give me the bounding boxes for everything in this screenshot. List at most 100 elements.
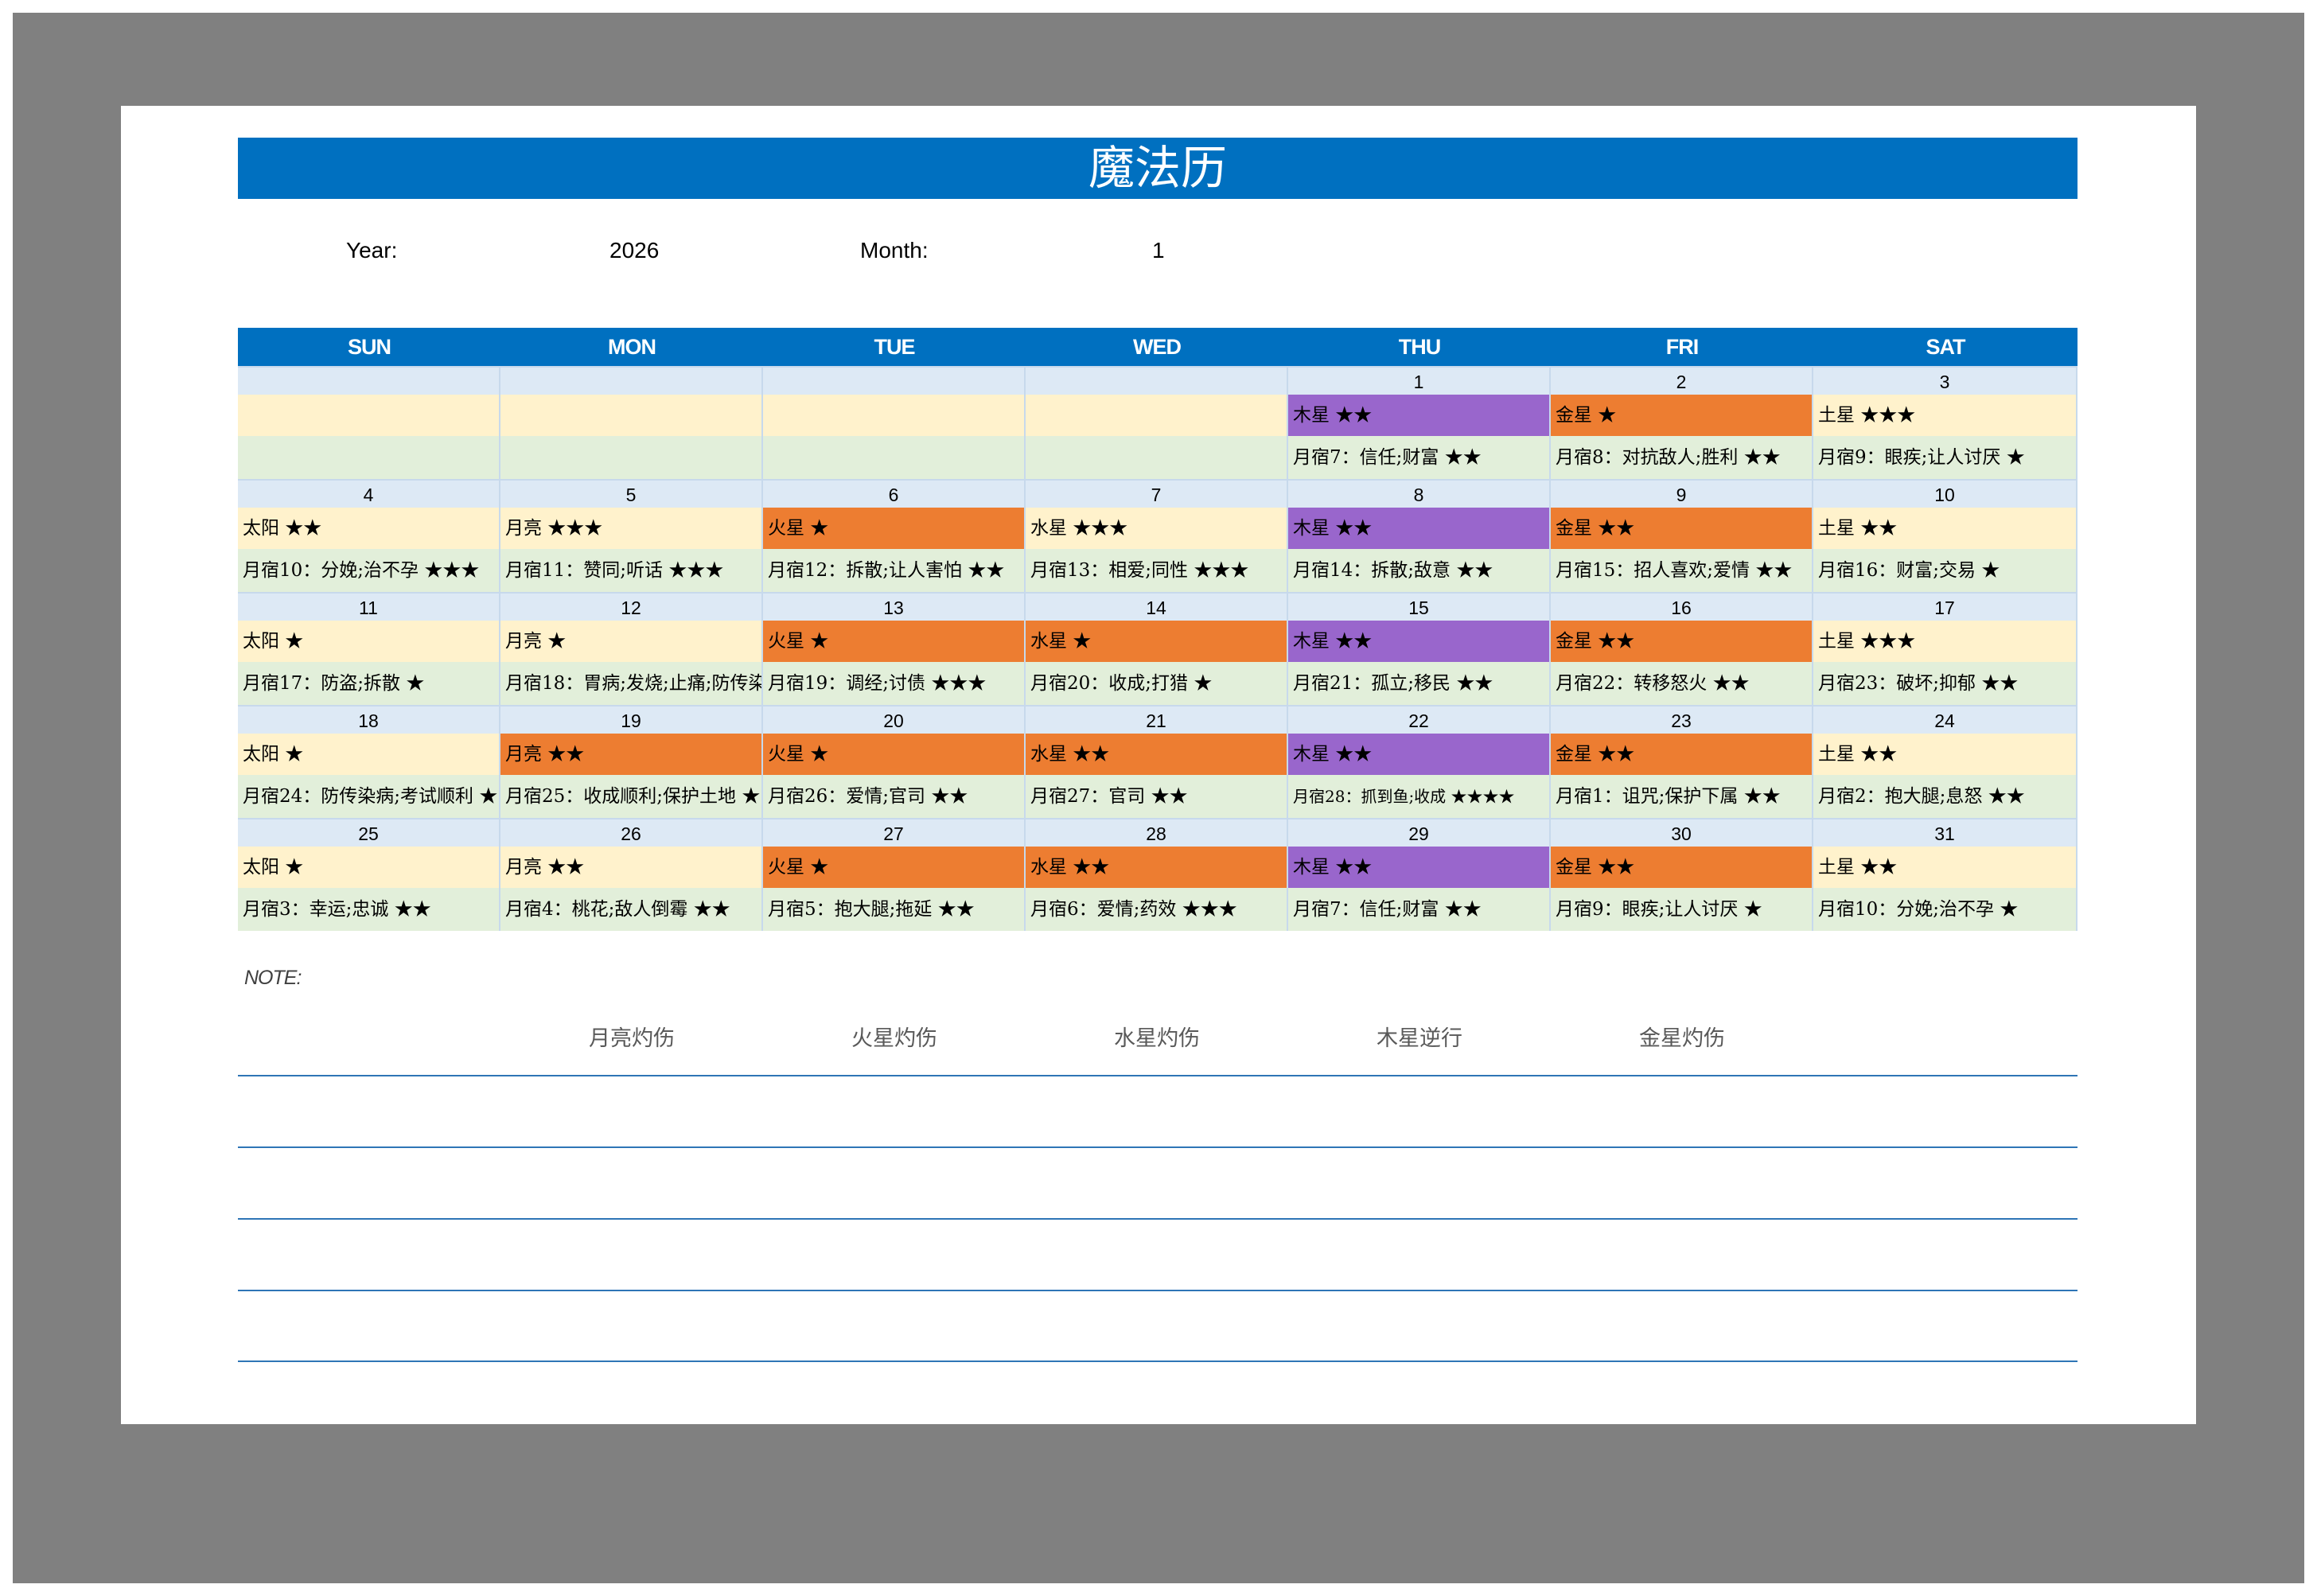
day-number: 20 (763, 705, 1024, 734)
day-number: 11 (238, 592, 499, 621)
day-mansion: 月宿7：信任;财富 ★★ (1288, 436, 1549, 479)
day-mansion: 月宿20：收成;打猎 ★ (1026, 662, 1287, 705)
day-cell[interactable]: 24 土星 ★★ 月宿2：抱大腿;息怒 ★★ (1813, 705, 2078, 818)
day-number: 21 (1026, 705, 1287, 734)
day-number: 2 (1551, 366, 1812, 395)
day-cell[interactable]: 13 火星 ★ 月宿19：调经;讨债 ★★★ (763, 592, 1026, 705)
legend-moon-burn: 月亮灼伤 (589, 1026, 675, 1051)
day-planet (763, 395, 1024, 436)
day-number: 4 (238, 479, 499, 508)
day-mansion: 月宿13：相爱;同性 ★★★ (1026, 549, 1287, 592)
day-cell[interactable]: 31 土星 ★★ 月宿10：分娩;治不孕 ★ (1813, 818, 2078, 931)
day-mansion: 月宿3：幸运;忠诚 ★★ (238, 888, 499, 931)
day-cell[interactable]: 30 金星 ★★ 月宿9：眼疾;让人讨厌 ★ (1551, 818, 1813, 931)
day-cell[interactable]: 6 火星 ★ 月宿12：拆散;让人害怕 ★★ (763, 479, 1026, 592)
day-number: 6 (763, 479, 1024, 508)
weekday-tue: TUE (874, 335, 916, 359)
weekday-thu: THU (1398, 335, 1442, 359)
day-cell[interactable] (238, 366, 500, 479)
day-cell[interactable] (500, 366, 763, 479)
weekday-wed: WED (1133, 335, 1182, 359)
day-cell[interactable]: 20 火星 ★ 月宿26：爱情;官司 ★★ (763, 705, 1026, 818)
day-number: 29 (1288, 818, 1549, 847)
day-planet: 金星 ★★ (1551, 508, 1812, 549)
day-mansion: 月宿2：抱大腿;息怒 ★★ (1813, 775, 2076, 818)
month-value[interactable]: 1 (1152, 238, 1165, 263)
day-cell[interactable]: 8 木星 ★★ 月宿14：拆散;敌意 ★★ (1288, 479, 1551, 592)
day-number: 28 (1026, 818, 1287, 847)
day-cell[interactable]: 29 木星 ★★ 月宿7：信任;财富 ★★ (1288, 818, 1551, 931)
day-mansion: 月宿10：分娩;治不孕 ★ (1813, 888, 2076, 931)
day-mansion: 月宿6：爱情;药效 ★★★ (1026, 888, 1287, 931)
day-planet: 月亮 ★★ (500, 734, 761, 775)
day-cell[interactable]: 28 水星 ★★ 月宿6：爱情;药效 ★★★ (1026, 818, 1288, 931)
day-cell[interactable]: 27 火星 ★ 月宿5：抱大腿;拖延 ★★ (763, 818, 1026, 931)
day-planet: 月亮 ★★★ (500, 508, 761, 549)
day-cell[interactable]: 18 太阳 ★ 月宿24：防传染病;考试顺利 ★ (238, 705, 500, 818)
note-line (238, 1360, 2078, 1362)
day-mansion: 月宿8：对抗敌人;胜利 ★★ (1551, 436, 1812, 479)
day-cell[interactable]: 10 土星 ★★ 月宿16：财富;交易 ★ (1813, 479, 2078, 592)
day-cell[interactable]: 14 水星 ★ 月宿20：收成;打猎 ★ (1026, 592, 1288, 705)
day-number: 26 (500, 818, 761, 847)
day-cell[interactable]: 21 水星 ★★ 月宿27：官司 ★★ (1026, 705, 1288, 818)
day-planet: 太阳 ★ (238, 734, 499, 775)
day-planet: 木星 ★★ (1288, 847, 1549, 888)
day-cell[interactable]: 16 金星 ★★ 月宿22：转移怒火 ★★ (1551, 592, 1813, 705)
day-mansion: 月宿11：赞同;听话 ★★★ (500, 549, 761, 592)
day-planet: 水星 ★ (1026, 621, 1287, 662)
day-cell[interactable]: 22 木星 ★★ 月宿28：抓到鱼;收成 ★★★★ (1288, 705, 1551, 818)
day-cell[interactable]: 23 金星 ★★ 月宿1：诅咒;保护下属 ★★ (1551, 705, 1813, 818)
day-planet: 火星 ★ (763, 508, 1024, 549)
day-planet: 金星 ★ (1551, 395, 1812, 436)
day-number: 16 (1551, 592, 1812, 621)
day-cell[interactable]: 11 太阳 ★ 月宿17：防盗;拆散 ★ (238, 592, 500, 705)
day-cell[interactable] (763, 366, 1026, 479)
day-planet: 火星 ★ (763, 847, 1024, 888)
week-row: 25 太阳 ★ 月宿3：幸运;忠诚 ★★ 26 月亮 ★★ 月宿4：桃花;敌人倒霉 ★★ 2… (238, 818, 2078, 931)
day-cell[interactable]: 1 木星 ★★ 月宿7：信任;财富 ★★ (1288, 366, 1551, 479)
day-cell[interactable] (1026, 366, 1288, 479)
legend-mars-burn: 火星灼伤 (851, 1026, 937, 1051)
day-mansion (1026, 436, 1287, 479)
note-line (238, 1218, 2078, 1220)
day-cell[interactable]: 25 太阳 ★ 月宿3：幸运;忠诚 ★★ (238, 818, 500, 931)
day-number: 25 (238, 818, 499, 847)
day-cell[interactable]: 2 金星 ★ 月宿8：对抗敌人;胜利 ★★ (1551, 366, 1813, 479)
day-planet: 水星 ★★★ (1026, 508, 1287, 549)
day-planet: 金星 ★★ (1551, 621, 1812, 662)
day-cell[interactable]: 26 月亮 ★★ 月宿4：桃花;敌人倒霉 ★★ (500, 818, 763, 931)
day-mansion (763, 436, 1024, 479)
day-mansion: 月宿5：抱大腿;拖延 ★★ (763, 888, 1024, 931)
day-planet: 土星 ★★★ (1813, 395, 2076, 436)
day-cell[interactable]: 15 木星 ★★ 月宿21：孤立;移民 ★★ (1288, 592, 1551, 705)
day-planet: 太阳 ★ (238, 847, 499, 888)
week-row: 4 太阳 ★★ 月宿10：分娩;治不孕 ★★★ 5 月亮 ★★★ 月宿11：赞同;听话 ★… (238, 479, 2078, 592)
year-value[interactable]: 2026 (609, 238, 660, 263)
day-cell[interactable]: 4 太阳 ★★ 月宿10：分娩;治不孕 ★★★ (238, 479, 500, 592)
day-cell[interactable]: 7 水星 ★★★ 月宿13：相爱;同性 ★★★ (1026, 479, 1288, 592)
month-label: Month: (860, 238, 929, 263)
note-line (238, 1075, 2078, 1076)
day-cell[interactable]: 12 月亮 ★ 月宿18：胃病;发烧;止痛;防传染 (500, 592, 763, 705)
day-number: 13 (763, 592, 1024, 621)
day-mansion: 月宿19：调经;讨债 ★★★ (763, 662, 1024, 705)
day-planet: 太阳 ★★ (238, 508, 499, 549)
day-planet: 水星 ★★ (1026, 734, 1287, 775)
day-cell[interactable]: 19 月亮 ★★ 月宿25：收成顺利;保护土地 ★ (500, 705, 763, 818)
calendar-grid: SUN MON TUE WED THU FRI SAT 1 木星 ★★ 月宿7：信任;财富 ★★… (238, 328, 2078, 931)
weekday-header: SUN MON TUE WED THU FRI SAT (238, 328, 2078, 366)
day-cell[interactable]: 17 土星 ★★★ 月宿23：破坏;抑郁 ★★ (1813, 592, 2078, 705)
day-mansion: 月宿27：官司 ★★ (1026, 775, 1287, 818)
day-cell[interactable]: 9 金星 ★★ 月宿15：招人喜欢;爱情 ★★ (1551, 479, 1813, 592)
day-cell[interactable]: 5 月亮 ★★★ 月宿11：赞同;听话 ★★★ (500, 479, 763, 592)
day-cell[interactable]: 3 土星 ★★★ 月宿9：眼疾;让人讨厌 ★ (1813, 366, 2078, 479)
weekday-sun: SUN (347, 335, 391, 359)
day-number (238, 366, 499, 395)
day-mansion: 月宿24：防传染病;考试顺利 ★ (238, 775, 499, 818)
day-planet: 水星 ★★ (1026, 847, 1287, 888)
day-mansion: 月宿9：眼疾;让人讨厌 ★ (1551, 888, 1812, 931)
weekday-fri: FRI (1665, 335, 1700, 359)
note-line (238, 1290, 2078, 1291)
day-mansion: 月宿1：诅咒;保护下属 ★★ (1551, 775, 1812, 818)
